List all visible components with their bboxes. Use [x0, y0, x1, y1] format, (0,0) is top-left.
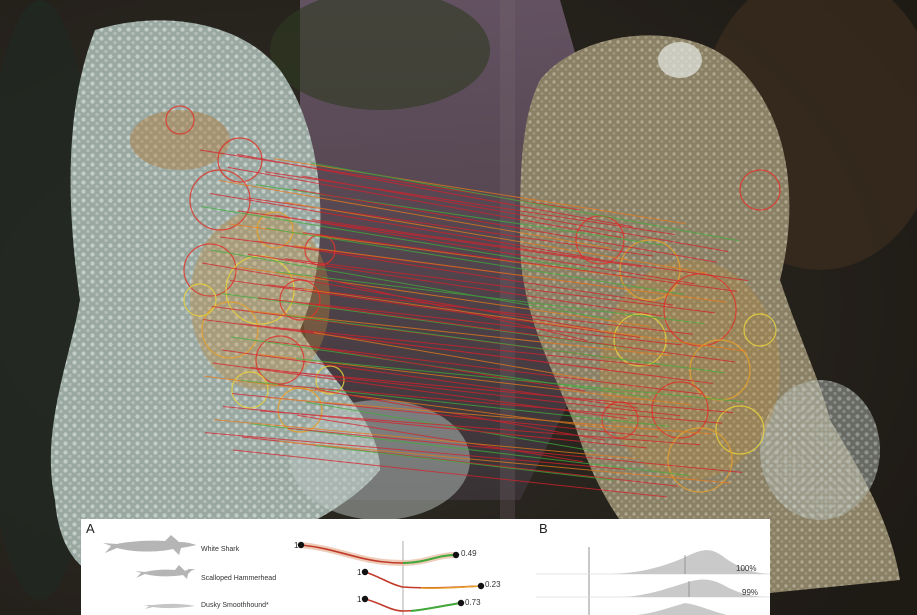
trajectory-smoothhound-green [410, 602, 462, 612]
match-line [301, 175, 729, 252]
species-label-white-shark: White Shark [201, 546, 240, 553]
match-line [227, 166, 623, 239]
start-label-smoothhound: 1 [357, 595, 362, 604]
match-line [267, 340, 703, 395]
match-line [285, 314, 725, 374]
match-line [236, 153, 634, 228]
trajectory-white-shark-green [402, 554, 457, 564]
match-line [229, 279, 641, 338]
match-line [314, 388, 606, 441]
percentage-label-1: 100% [736, 564, 757, 573]
keypoint-match-lines [199, 149, 749, 498]
start-label-white-shark: 1 [294, 541, 299, 550]
hammerhead-silhouette-icon [135, 565, 195, 579]
match-line [313, 332, 597, 381]
match-line [302, 232, 738, 292]
trajectory-hammerhead [364, 571, 482, 589]
match-line [273, 158, 687, 225]
match-line [249, 366, 681, 417]
figure-inset: A B White Shark Scalloped Hammerhead Dus… [81, 519, 770, 615]
match-line [276, 327, 714, 384]
start-point-smoothhound [361, 595, 369, 603]
match-line [303, 288, 747, 352]
start-point-white-shark [297, 541, 305, 549]
match-line [259, 410, 701, 446]
trajectory-hammerhead-orange [420, 585, 482, 590]
match-line [305, 401, 595, 452]
percentage-label-2: 99% [742, 588, 759, 597]
match-line [275, 271, 705, 325]
end-point-smoothhound [457, 599, 465, 607]
match-line [266, 284, 694, 335]
match-line [200, 206, 590, 271]
match-line [218, 179, 612, 249]
match-line [294, 301, 736, 363]
match-line [210, 249, 610, 320]
match-line [264, 171, 676, 236]
match-line [248, 310, 672, 357]
match-line [256, 240, 674, 306]
match-line [247, 253, 663, 317]
end-point-white-shark [452, 551, 460, 559]
value-label-hammerhead: 0.23 [485, 580, 501, 589]
start-label-hammerhead: 1 [357, 568, 362, 577]
match-line [209, 192, 601, 260]
panel-b-letter: B [539, 521, 548, 536]
density-ridge-1 [611, 550, 770, 574]
white-shark-silhouette-icon [103, 535, 196, 555]
match-line [265, 227, 685, 295]
match-line [287, 427, 743, 473]
end-point-hammerhead [477, 582, 485, 590]
match-line [293, 245, 727, 303]
match-line [311, 219, 749, 282]
match-line [213, 419, 637, 460]
match-line [278, 440, 732, 484]
match-line [295, 358, 745, 403]
band-white-shark [300, 542, 457, 567]
match-line [238, 266, 652, 328]
match-line [277, 384, 723, 424]
smoothhound-silhouette-icon [143, 603, 195, 609]
species-label-hammerhead: Scalloped Hammerhead [201, 575, 277, 582]
value-label-smoothhound: 0.73 [465, 598, 481, 607]
match-line [239, 323, 661, 368]
match-line [284, 258, 716, 314]
match-line [220, 292, 630, 349]
species-label-smoothhound: Dusky Smoothhound* [201, 602, 269, 609]
panel-a-letter: A [86, 521, 95, 536]
match-line [257, 297, 683, 346]
match-line [232, 449, 668, 498]
match-line [296, 414, 584, 463]
match-line [283, 201, 707, 274]
match-line [250, 423, 690, 477]
match-line [292, 188, 718, 263]
match-line [268, 397, 712, 435]
match-line [204, 432, 626, 470]
match-line [258, 353, 692, 406]
match-line [310, 162, 740, 242]
match-line [315, 445, 615, 481]
match-line [221, 349, 639, 409]
trajectory-plot [297, 541, 770, 615]
value-label-white-shark: 0.49 [461, 549, 477, 558]
match-line [274, 214, 696, 285]
density-ridge-3 [637, 603, 727, 615]
match-line [304, 345, 586, 392]
match-line [241, 436, 679, 487]
start-point-hammerhead [361, 568, 369, 576]
match-line [286, 371, 734, 414]
density-ridge-2 [621, 579, 770, 597]
